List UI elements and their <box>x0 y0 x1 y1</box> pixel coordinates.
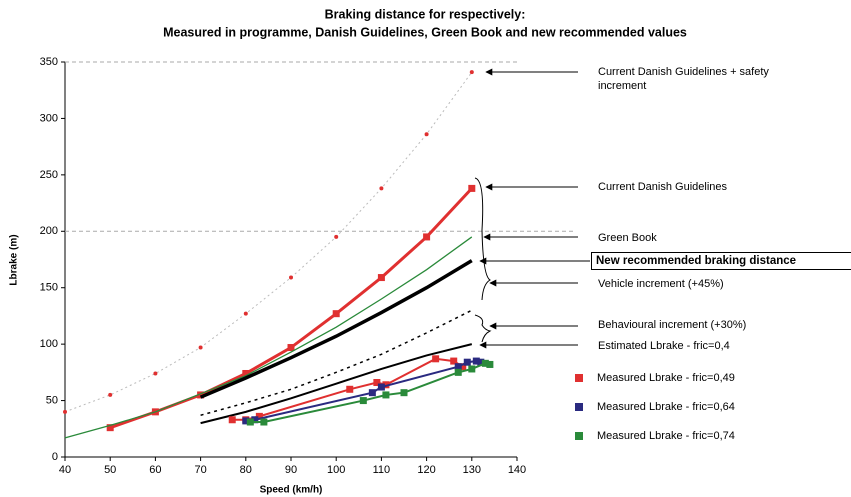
x-tick-label: 100 <box>327 464 345 476</box>
legend-label: Measured Lbrake - fric=0,74 <box>597 430 735 442</box>
marker <box>463 358 471 366</box>
x-tick-label: 110 <box>373 464 391 476</box>
marker <box>108 392 113 397</box>
marker <box>246 418 254 426</box>
y-tick-label: 250 <box>40 169 58 181</box>
y-tick-label: 100 <box>40 338 58 350</box>
x-tick-label: 80 <box>240 464 252 476</box>
marker <box>477 358 485 366</box>
x-tick-label: 120 <box>417 464 435 476</box>
x-tick-label: 60 <box>149 464 161 476</box>
marker <box>377 274 385 282</box>
marker <box>368 389 376 397</box>
marker <box>251 416 259 424</box>
marker <box>472 357 480 365</box>
marker <box>334 234 339 239</box>
marker <box>450 357 458 365</box>
x-tick-label: 40 <box>59 464 71 476</box>
legend-marker <box>575 374 583 382</box>
legend-label: Measured Lbrake - fric=0,64 <box>597 401 735 413</box>
marker <box>242 369 250 377</box>
marker <box>382 381 390 389</box>
marker <box>228 416 236 424</box>
annotation-label: Current Danish Guidelines <box>598 181 728 193</box>
series-line <box>245 360 482 422</box>
x-tick-label: 130 <box>463 464 481 476</box>
x-axis-label: Speed (km/h) <box>260 485 323 496</box>
y-tick-label: 200 <box>40 225 58 237</box>
legend-label: Measured Lbrake - fric=0,49 <box>597 372 735 384</box>
marker <box>468 365 476 373</box>
x-tick-label: 70 <box>194 464 206 476</box>
annotation-label: Current Danish Guidelines + safety incre… <box>598 66 769 92</box>
series-line <box>109 187 473 430</box>
annotation-label: Estimated Lbrake - fric=0,4 <box>598 340 730 352</box>
marker <box>255 412 263 420</box>
y-tick-label: 350 <box>40 56 58 68</box>
y-tick-label: 150 <box>40 282 58 294</box>
marker <box>423 233 431 241</box>
chart-title: Braking distance for respectively: <box>325 7 526 21</box>
marker <box>198 345 203 350</box>
annotation-label: Green Book <box>598 232 657 244</box>
marker <box>454 363 462 371</box>
x-tick-label: 50 <box>104 464 116 476</box>
marker <box>400 389 408 397</box>
brace <box>474 314 492 343</box>
marker <box>153 371 158 376</box>
legend-marker <box>575 403 583 411</box>
y-tick-label: 300 <box>40 112 58 124</box>
marker <box>346 385 354 393</box>
marker <box>242 417 250 425</box>
marker <box>424 132 429 137</box>
series-line <box>64 71 473 413</box>
series-line <box>200 343 473 425</box>
series-line <box>199 259 473 399</box>
marker <box>332 310 340 318</box>
brace <box>474 177 492 301</box>
marker <box>359 397 367 405</box>
annotation-label: Vehicle increment (+45%) <box>598 278 724 290</box>
marker <box>486 360 494 368</box>
marker <box>260 418 268 426</box>
marker <box>287 344 295 352</box>
legend-marker <box>575 432 583 440</box>
marker <box>377 383 385 391</box>
marker <box>289 275 293 280</box>
marker <box>243 311 248 316</box>
marker <box>197 391 205 399</box>
y-tick-label: 50 <box>46 394 58 406</box>
marker <box>469 70 474 75</box>
x-tick-label: 90 <box>285 464 297 476</box>
marker <box>379 186 384 191</box>
marker <box>432 355 440 363</box>
chart-subtitle: Measured in programme, Danish Guidelines… <box>163 25 687 39</box>
marker <box>63 409 67 414</box>
y-axis-label: Lbrake (m) <box>9 234 20 285</box>
series-line <box>64 236 473 439</box>
marker <box>459 363 467 371</box>
series-line <box>200 309 473 416</box>
marker <box>382 391 390 399</box>
annotation-label: New recommended braking distance <box>591 252 851 270</box>
marker <box>373 379 381 387</box>
x-tick-label: 140 <box>508 464 526 476</box>
y-tick-label: 0 <box>52 451 58 463</box>
marker <box>106 424 114 432</box>
marker <box>481 359 489 367</box>
marker <box>454 368 462 376</box>
annotation-label: Behavioural increment (+30%) <box>598 319 747 331</box>
marker <box>468 184 476 192</box>
